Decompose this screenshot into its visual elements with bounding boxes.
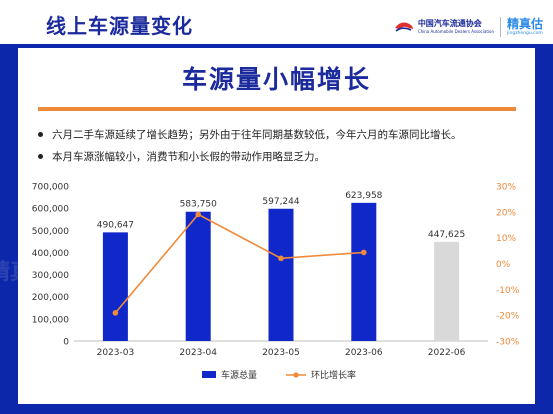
banner-title: 车源量小幅增长	[181, 65, 371, 94]
bar-data-label: 583,750	[180, 200, 217, 210]
y-left-tick-label: 100,000	[32, 315, 69, 325]
y-left-tick-label: 0	[63, 338, 69, 348]
caam-logo-en: China Automobile Dealers Association	[417, 29, 494, 34]
caam-logo-cn: 中国汽车流通协会	[417, 19, 482, 28]
y-right-tick-label: 0%	[496, 260, 511, 270]
bullet-item: 本月车源涨幅较小，消费节和小长假的带动作用略显乏力。	[38, 149, 325, 164]
y-right-tick-label: -30%	[496, 338, 520, 348]
bar-data-label: 597,244	[262, 197, 299, 207]
y-left-tick-label: 700,000	[32, 183, 69, 193]
bullet-dot-icon	[38, 132, 43, 137]
growth-rate-point	[195, 211, 201, 218]
logo-area: 中国汽车流通协会 China Automobile Dealers Associ…	[394, 14, 543, 40]
x-tick-label: 2023-03	[97, 348, 135, 358]
bar-data-label: 447,625	[428, 230, 465, 240]
y-left-tick-label: 300,000	[32, 271, 69, 281]
y-right-tick-label: -10%	[496, 286, 520, 296]
caam-logo-icon	[394, 22, 413, 32]
logo-divider	[499, 17, 501, 37]
y-right-tick-label: 10%	[496, 234, 516, 244]
x-tick-label: 2023-04	[179, 348, 217, 358]
legend-bar-swatch	[202, 371, 216, 378]
jzg-logo: 精真估 jingzhengu.com	[507, 18, 543, 37]
growth-rate-point	[112, 310, 119, 316]
growth-rate-line	[114, 213, 364, 314]
growth-rate-point	[278, 255, 284, 262]
jzg-logo-url: jingzhengu.com	[506, 30, 543, 36]
bar	[351, 202, 377, 341]
x-tick-label: 2023-05	[262, 348, 300, 358]
growth-rate-point	[361, 249, 367, 256]
legend-line-marker	[293, 372, 299, 378]
banner-underline	[38, 107, 516, 111]
bar	[185, 211, 211, 341]
bullet-item: 六月二手车源延续了增长趋势；另外由于往年同期基数较低，今年六月的车源同比增长。	[38, 127, 462, 142]
y-right-tick-label: 20%	[496, 208, 516, 218]
bullet-dot-icon	[38, 154, 43, 159]
bullet-text: 六月二手车源延续了增长趋势；另外由于往年同期基数较低，今年六月的车源同比增长。	[52, 129, 462, 141]
top-header: 线上车源量变化 中国汽车流通协会 China Automobile Dealer…	[0, 0, 553, 44]
y-left-tick-label: 200,000	[32, 293, 69, 303]
caam-logo: 中国汽车流通协会 China Automobile Dealers Associ…	[394, 19, 494, 35]
page-title: 线上车源量变化	[46, 14, 193, 38]
bar-data-label: 623,958	[345, 191, 382, 201]
bar	[434, 241, 460, 341]
y-right-tick-label: -20%	[496, 312, 520, 322]
y-left-tick-label: 600,000	[32, 205, 69, 215]
legend-bar-label: 车源总量	[221, 369, 257, 381]
content-card: 车源量小幅增长 六月二手车源延续了增长趋势；另外由于往年同期基数较低，今年六月的…	[18, 48, 535, 404]
y-left-tick-label: 400,000	[32, 249, 69, 259]
bar	[102, 232, 128, 341]
legend-line-label: 环比增长率	[311, 369, 356, 381]
bullet-text: 本月车源涨幅较小，消费节和小长假的带动作用略显乏力。	[52, 151, 325, 163]
x-tick-label: 2023-06	[345, 348, 383, 358]
y-left-tick-label: 500,000	[32, 227, 69, 237]
y-right-tick-label: 30%	[496, 183, 516, 193]
x-tick-label: 2022-06	[428, 348, 466, 358]
jzg-logo-cn: 精真估	[506, 16, 543, 31]
bar-data-label: 490,647	[97, 220, 134, 230]
bar	[268, 208, 294, 341]
combo-chart: 0 100,000 200,000 300,000 400,000 500,000 600,…	[32, 183, 520, 382]
